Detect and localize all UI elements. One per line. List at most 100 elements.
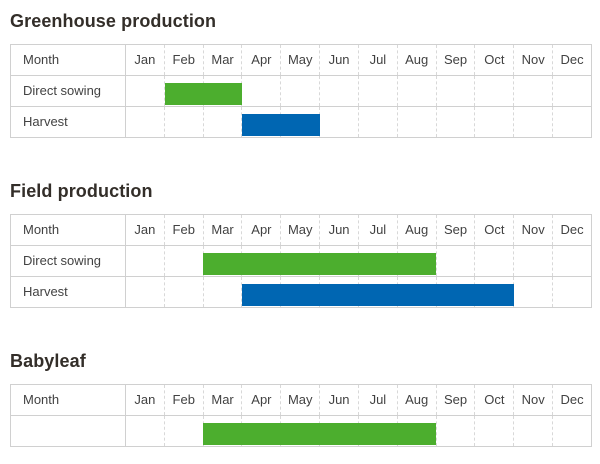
month-cell-feb	[163, 76, 203, 106]
month-header-cells: Jan Feb Mar Apr May Jun Jul Aug Sep Oct Nov Dec	[126, 45, 591, 75]
row-label	[11, 416, 126, 446]
month-header-jun: Jun	[319, 215, 358, 245]
month-cell-feb	[163, 277, 203, 307]
month-header-feb: Feb	[163, 385, 203, 415]
gantt-header-row: Month Jan Feb Mar Apr May Jun Jul Aug Sep Oct Nov De…	[11, 45, 591, 75]
gantt-row: Direct sowing	[11, 75, 591, 106]
month-cell-aug	[396, 76, 436, 106]
month-header-jun: Jun	[319, 45, 358, 75]
month-cell-apr	[241, 277, 280, 307]
month-cell-dec	[552, 76, 591, 106]
month-header-may: May	[280, 385, 319, 415]
month-cell-jul	[357, 107, 397, 137]
month-cell-nov	[513, 76, 552, 106]
gantt-table: Month Jan Feb Mar Apr May Jun Jul Aug Sep Oct Nov De…	[10, 214, 592, 308]
month-header-aug: Aug	[396, 215, 436, 245]
month-cell-aug	[396, 107, 436, 137]
month-header-feb: Feb	[163, 45, 203, 75]
month-header-mar: Mar	[202, 385, 242, 415]
gantt-header-row: Month Jan Feb Mar Apr May Jun Jul Aug Sep Oct Nov De…	[11, 385, 591, 415]
month-header-jul: Jul	[357, 45, 397, 75]
gantt-bar-blue	[242, 284, 514, 306]
month-header-mar: Mar	[202, 45, 242, 75]
month-cell-nov	[513, 277, 552, 307]
month-cell-nov	[513, 246, 552, 276]
month-header-jun: Jun	[319, 385, 358, 415]
month-header-mar: Mar	[202, 215, 242, 245]
month-header-cells: Jan Feb Mar Apr May Jun Jul Aug Sep Oct Nov Dec	[126, 385, 591, 415]
month-cell-jul	[357, 76, 397, 106]
month-cell-nov	[513, 107, 552, 137]
gantt-table: Month Jan Feb Mar Apr May Jun Jul Aug Sep Oct Nov De…	[10, 384, 592, 447]
month-header-label: Month	[11, 45, 126, 75]
month-cell-oct	[474, 416, 513, 446]
section-field-production: Field production Month Jan Feb Mar Apr May Jun J…	[10, 180, 600, 308]
month-cell-nov	[513, 416, 552, 446]
month-cell-jan	[126, 416, 164, 446]
month-header-label: Month	[11, 385, 126, 415]
month-header-feb: Feb	[163, 215, 203, 245]
month-cell-sep	[435, 416, 475, 446]
section-babyleaf: Babyleaf Month Jan Feb Mar Apr May Jun Jul Aug Sep…	[10, 350, 600, 447]
month-cell-feb	[163, 107, 203, 137]
month-cell-mar	[202, 246, 242, 276]
month-cell-apr	[241, 76, 280, 106]
month-cell-dec	[552, 277, 591, 307]
gantt-bar-blue	[242, 114, 320, 136]
month-header-sep: Sep	[435, 385, 475, 415]
gantt-bar-green	[203, 253, 436, 275]
month-header-sep: Sep	[435, 45, 475, 75]
month-cell-dec	[552, 416, 591, 446]
row-month-cells	[126, 246, 591, 276]
month-cell-mar	[202, 416, 242, 446]
month-cell-mar	[202, 277, 242, 307]
month-header-may: May	[280, 45, 319, 75]
month-header-dec: Dec	[552, 215, 591, 245]
gantt-bar-green	[164, 83, 243, 105]
row-month-cells	[126, 277, 591, 307]
section-title: Babyleaf	[10, 351, 86, 371]
month-cell-sep	[435, 107, 475, 137]
month-cell-jan	[126, 277, 164, 307]
section-title: Greenhouse production	[10, 11, 217, 31]
month-header-apr: Apr	[241, 385, 280, 415]
month-cell-jun	[319, 107, 358, 137]
row-label: Harvest	[11, 277, 126, 307]
row-label: Direct sowing	[11, 246, 126, 276]
month-header-jan: Jan	[134, 392, 156, 407]
month-cell-feb	[163, 246, 203, 276]
row-label: Harvest	[11, 107, 126, 137]
month-cell-oct	[474, 76, 513, 106]
month-cell-jan	[126, 246, 164, 276]
month-cell-dec	[552, 107, 591, 137]
month-header-nov: Nov	[513, 215, 552, 245]
month-header-nov: Nov	[513, 385, 552, 415]
month-header-dec: Dec	[552, 385, 591, 415]
month-header-aug: Aug	[396, 45, 436, 75]
month-header-jan: Jan	[134, 52, 156, 67]
month-header-dec: Dec	[552, 45, 591, 75]
month-cell-oct	[474, 107, 513, 137]
row-month-cells	[126, 76, 591, 106]
gantt-row: Harvest	[11, 276, 591, 307]
month-cell-mar	[202, 107, 242, 137]
gantt-header-row: Month Jan Feb Mar Apr May Jun Jul Aug Sep Oct Nov De…	[11, 215, 591, 245]
month-header-cells: Jan Feb Mar Apr May Jun Jul Aug Sep Oct Nov Dec	[126, 215, 591, 245]
month-cell-apr	[241, 107, 280, 137]
section-title: Field production	[10, 181, 153, 201]
month-header-label: Month	[11, 215, 126, 245]
month-header-aug: Aug	[396, 385, 436, 415]
gantt-bar-green	[203, 423, 436, 445]
gantt-row	[11, 415, 591, 446]
month-header-nov: Nov	[513, 45, 552, 75]
month-cell-sep	[435, 246, 475, 276]
month-cell-may	[280, 76, 319, 106]
month-header-jul: Jul	[357, 385, 397, 415]
month-header-oct: Oct	[474, 385, 513, 415]
month-header-apr: Apr	[241, 45, 280, 75]
gantt-row: Direct sowing	[11, 245, 591, 276]
month-cell-oct	[474, 246, 513, 276]
month-header-oct: Oct	[474, 215, 513, 245]
month-header-sep: Sep	[435, 215, 475, 245]
